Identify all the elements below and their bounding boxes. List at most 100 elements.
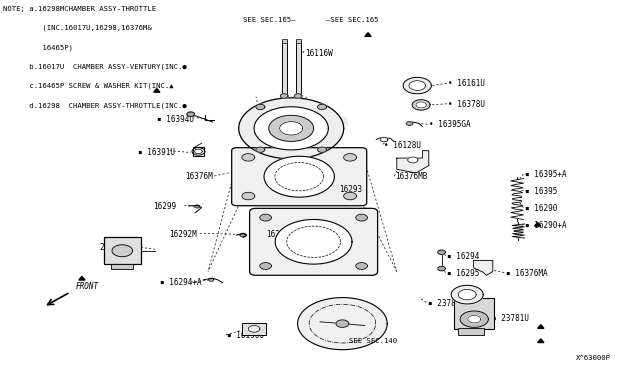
Text: 16116W: 16116W (305, 49, 333, 58)
Text: • 16128U: • 16128U (384, 141, 421, 150)
Polygon shape (356, 263, 367, 269)
Bar (282, 39, 287, 43)
Text: ▪ 16394U: ▪ 16394U (157, 115, 194, 124)
Bar (296, 41, 301, 97)
Bar (242, 323, 266, 335)
Text: 16465P): 16465P) (3, 44, 73, 51)
Text: ▪ 23785U: ▪ 23785U (428, 299, 465, 308)
Text: ▪ 16294: ▪ 16294 (447, 252, 479, 261)
Polygon shape (416, 102, 426, 108)
FancyBboxPatch shape (250, 208, 378, 275)
Polygon shape (154, 89, 160, 92)
Polygon shape (538, 325, 544, 328)
Text: d.16298  CHAMBER ASSY-THROTTLE(INC.●: d.16298 CHAMBER ASSY-THROTTLE(INC.● (3, 102, 187, 109)
Text: SEE SEC.140: SEE SEC.140 (349, 338, 397, 344)
Text: 16376M: 16376M (186, 172, 213, 181)
Polygon shape (339, 117, 348, 125)
Text: 16292M: 16292M (170, 230, 197, 239)
Polygon shape (409, 81, 426, 90)
Polygon shape (192, 148, 205, 155)
Text: ▪ 16391U: ▪ 16391U (138, 148, 175, 157)
FancyBboxPatch shape (232, 148, 367, 206)
Polygon shape (344, 192, 356, 200)
Polygon shape (187, 112, 195, 116)
Text: ▪ 16294+A: ▪ 16294+A (160, 278, 202, 287)
Text: 22620: 22620 (99, 243, 122, 252)
Bar (282, 41, 287, 97)
Bar (454, 298, 494, 329)
Polygon shape (336, 320, 349, 327)
Bar (193, 147, 204, 156)
Polygon shape (438, 250, 445, 254)
Text: SEE SEC.165—: SEE SEC.165— (243, 17, 296, 23)
Polygon shape (460, 311, 488, 327)
Text: 16293: 16293 (339, 185, 362, 194)
Polygon shape (195, 205, 200, 208)
Polygon shape (403, 77, 431, 94)
Polygon shape (240, 233, 246, 237)
Polygon shape (468, 315, 481, 323)
Polygon shape (239, 98, 344, 159)
Polygon shape (317, 147, 326, 152)
Polygon shape (380, 137, 388, 142)
Bar (111, 264, 133, 269)
Polygon shape (256, 147, 265, 152)
Polygon shape (260, 214, 271, 221)
Text: ▪ 16196U: ▪ 16196U (227, 331, 264, 340)
Text: ▪ 16290+A: ▪ 16290+A (525, 221, 566, 230)
Polygon shape (317, 105, 326, 110)
Text: NOTE; a.16298MCHAMBER ASSY-THROTTLE: NOTE; a.16298MCHAMBER ASSY-THROTTLE (3, 6, 156, 12)
Polygon shape (264, 156, 335, 197)
Polygon shape (298, 298, 387, 350)
Polygon shape (538, 339, 544, 343)
Polygon shape (269, 115, 314, 141)
Text: FRONT: FRONT (76, 282, 99, 291)
Polygon shape (344, 154, 356, 161)
Polygon shape (256, 105, 265, 110)
Polygon shape (458, 289, 476, 300)
Polygon shape (356, 214, 367, 221)
Polygon shape (209, 278, 214, 281)
Text: • 16395GA: • 16395GA (429, 120, 470, 129)
Polygon shape (408, 157, 418, 163)
Polygon shape (242, 154, 255, 161)
Polygon shape (112, 245, 132, 257)
Polygon shape (275, 219, 352, 264)
Polygon shape (280, 122, 303, 135)
Text: X^63000P: X^63000P (576, 355, 611, 361)
Text: 16299: 16299 (154, 202, 177, 211)
Text: c.16465P SCREW & WASHER KIT(INC.▲: c.16465P SCREW & WASHER KIT(INC.▲ (3, 83, 174, 89)
Text: • 16378U: • 16378U (448, 100, 485, 109)
Text: 16017U: 16017U (306, 176, 333, 185)
Polygon shape (365, 33, 371, 36)
Text: ▪ 16395+A: ▪ 16395+A (525, 170, 566, 179)
Polygon shape (397, 151, 429, 173)
Polygon shape (79, 276, 85, 280)
Text: ▪ 16395: ▪ 16395 (525, 187, 557, 196)
Text: ▪ 23781U: ▪ 23781U (492, 314, 529, 323)
Polygon shape (474, 260, 493, 275)
Polygon shape (451, 285, 483, 304)
Polygon shape (260, 263, 271, 269)
Polygon shape (248, 326, 260, 332)
Text: —SEE SEC.165: —SEE SEC.165 (326, 17, 379, 23)
Polygon shape (254, 107, 328, 150)
Polygon shape (534, 222, 541, 226)
Polygon shape (242, 192, 255, 200)
Text: 16298: 16298 (266, 230, 289, 239)
Text: (INC.16017U,16298,16376M&: (INC.16017U,16298,16376M& (3, 25, 152, 31)
Text: ▪ 16376MA: ▪ 16376MA (506, 269, 547, 278)
Polygon shape (280, 94, 288, 98)
Polygon shape (406, 122, 413, 125)
Polygon shape (438, 266, 445, 271)
Polygon shape (294, 94, 302, 98)
Polygon shape (195, 149, 202, 154)
Text: 16376MB: 16376MB (396, 172, 428, 181)
Polygon shape (412, 100, 430, 110)
Text: ▪ 16295: ▪ 16295 (447, 269, 479, 278)
Bar (296, 39, 301, 43)
Text: b.16017U  CHAMBER ASSY-VENTURY(INC.●: b.16017U CHAMBER ASSY-VENTURY(INC.● (3, 64, 187, 70)
Text: ▪ 16290: ▪ 16290 (525, 204, 557, 213)
Bar (104, 237, 141, 264)
Text: • 16161U: • 16161U (448, 79, 485, 88)
